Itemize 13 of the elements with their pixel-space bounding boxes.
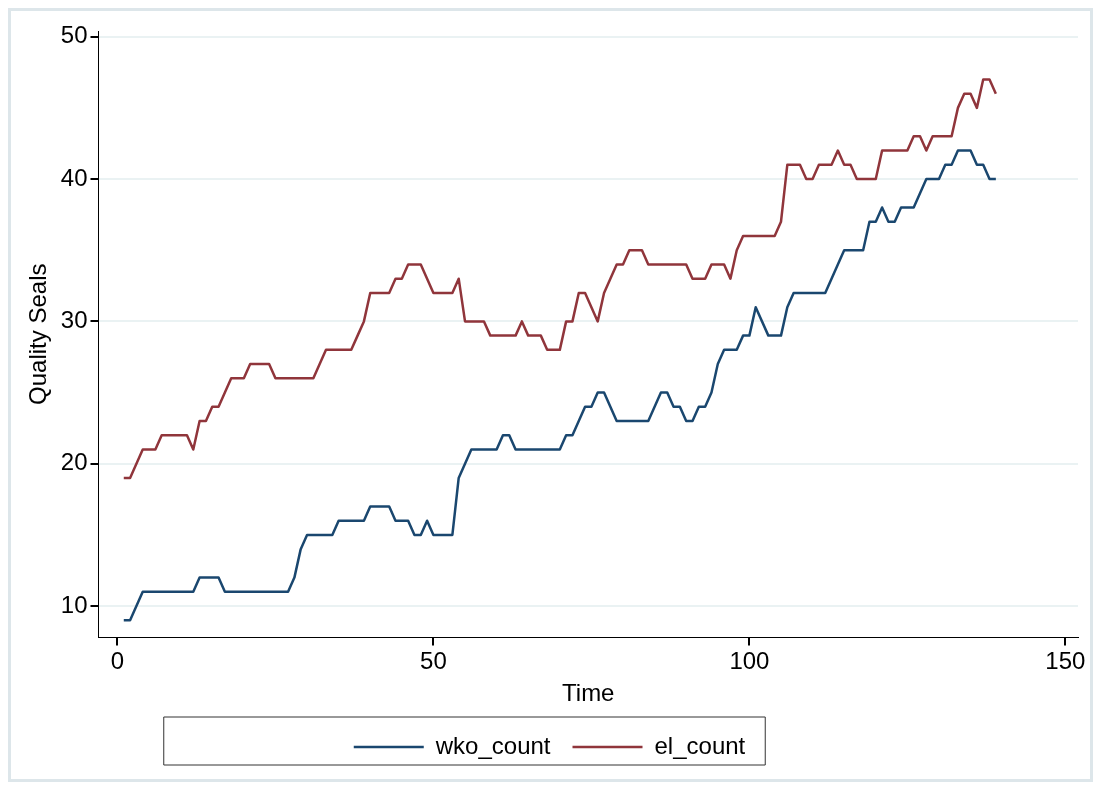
y-tick-label: 50 — [60, 21, 88, 49]
legend-label: el_count — [654, 731, 746, 759]
x-axis-title: Time — [562, 679, 615, 707]
y-tick-label: 40 — [60, 163, 88, 191]
y-tick-label: 10 — [60, 590, 88, 618]
y-tick-label: 30 — [60, 306, 88, 334]
legend-label: wko_count — [434, 731, 551, 759]
y-axis-title: Quality Seals — [24, 263, 52, 405]
x-tick-label: 50 — [420, 647, 447, 675]
x-tick-label: 0 — [110, 647, 125, 675]
x-tick-label: 100 — [729, 647, 770, 675]
x-tick-label: 150 — [1045, 647, 1086, 675]
y-tick-label: 20 — [60, 448, 88, 476]
